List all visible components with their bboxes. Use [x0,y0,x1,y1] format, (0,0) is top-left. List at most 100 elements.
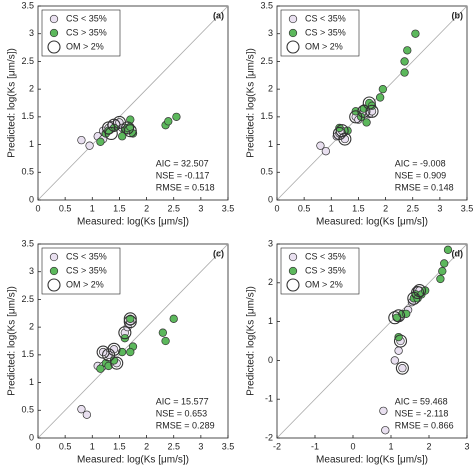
legend-marker [288,266,298,276]
point [443,245,453,254]
point [77,405,86,414]
y-tick-label: 3.5 [21,0,34,10]
point [316,141,325,150]
point [398,364,407,373]
y-tick-label: -2 [265,432,273,442]
point [402,309,411,318]
x-tick-label: -1 [311,441,319,451]
x-tick-label: 2 [144,203,149,213]
y-axis-label: Predicted: log(Ks [μm/s]) [7,286,18,396]
panel: -2 -1 0 1 2 3 -2 -1 0 1 2 3 Measured: log(Ks [μm/s])… [246,238,470,465]
annotation: AIC = 59.468 [395,396,448,406]
y-axis-label: Predicted: log(Ks [μm/s]) [246,286,257,396]
point [123,124,137,138]
x-tick-label: 1.5 [352,203,365,213]
annotation: NSE = -0.117 [156,170,210,180]
panel-label: (d) [452,248,464,258]
y-tick-label: 1.5 [21,111,34,121]
x-tick-label: 0.5 [59,441,72,451]
point [169,314,178,323]
panel: 0 0.5 1 1.5 2 2.5 3 3.5 0 0.5 1 1.5 2 2.5 3 3.5 Measured… [7,238,235,465]
point [126,314,135,323]
x-tick-label: 0 [350,441,355,451]
y-tick-label: 0.5 [260,167,273,177]
point [158,328,168,337]
y-tick-label: 1.5 [21,349,34,359]
point [440,259,449,268]
y-tick-label: -1 [265,394,273,404]
y-tick-label: 0.5 [21,405,34,415]
y-axis-label: Predicted: log(Ks [μm/s]) [246,48,257,158]
y-tick-label: 1.5 [260,111,273,121]
legend-label: CS > 35% [66,27,107,37]
x-tick-label: 3.5 [461,203,474,213]
x-tick-label: 0 [274,203,279,213]
annotation: AIC = -9.008 [395,158,446,168]
point [85,141,94,150]
point [335,124,349,138]
point [393,334,408,348]
x-tick-label: 3.5 [222,441,235,451]
point [390,356,399,365]
legend-marker [288,28,298,38]
point [436,274,445,284]
legend-marker [49,28,59,38]
y-tick-label: 2.5 [21,294,34,304]
x-tick-label: 1 [90,203,95,213]
point [411,29,420,38]
legend-marker [49,252,59,262]
panel: 0 0.5 1 1.5 2 2.5 3 3.5 0 0.5 1 1.5 2 2.5 3 3.5 Measured… [7,0,235,227]
x-axis-label: Measured: log(Ks [μm/s]) [77,217,189,228]
point [403,46,412,55]
legend-label: OM > 2% [305,41,343,51]
point [375,93,385,102]
legend-marker [49,14,59,24]
legend-label: CS < 35% [66,251,107,261]
legend-marker [49,266,59,276]
point [362,118,371,127]
y-tick-label: 3.5 [260,0,273,10]
y-tick-label: 0.5 [21,167,34,177]
point [110,356,124,370]
legend-marker [286,278,300,292]
x-tick-label: 1.5 [113,203,126,213]
x-tick-label: 1 [388,441,393,451]
x-tick-label: 2 [383,203,388,213]
annotation: RMSE = 0.518 [156,182,215,192]
point [438,267,447,276]
annotation: AIC = 32.507 [156,158,209,168]
annotation: RMSE = 0.866 [395,420,454,430]
point [321,147,331,156]
point [164,117,173,126]
y-tick-label: 1 [268,316,273,326]
point [400,68,409,77]
x-axis-label: Measured: log(Ks [μm/s]) [316,217,428,228]
point [96,364,105,373]
x-tick-label: 1 [90,441,95,451]
point [77,135,86,145]
annotation: AIC = 15.577 [156,396,209,406]
x-tick-label: 0 [35,203,40,213]
x-axis-label: Measured: log(Ks [μm/s]) [316,455,428,466]
x-tick-label: 0 [35,441,40,451]
point [394,346,403,355]
y-tick-label: 2.5 [21,56,34,66]
point [121,121,135,135]
annotation: NSE = 0.909 [395,170,446,180]
x-tick-label: 3 [198,203,203,213]
legend-label: OM > 2% [305,279,343,289]
y-tick-label: 2 [268,277,273,287]
legend-marker [286,40,300,54]
y-tick-label: 2 [29,322,34,332]
y-tick-label: 2 [268,84,273,94]
legend-marker [288,14,298,24]
point [338,132,352,146]
point [82,410,92,419]
y-tick-label: 3 [29,266,34,276]
point [96,137,105,146]
legend-label: OM > 2% [66,279,104,289]
point [118,326,132,340]
legend-label: CS < 35% [66,13,107,23]
point [381,426,390,435]
